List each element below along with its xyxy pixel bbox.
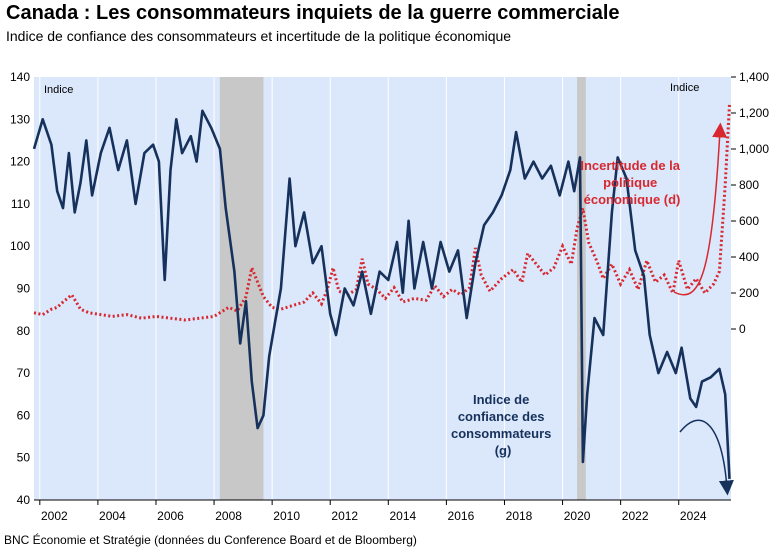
left-axis-label: Indice (44, 84, 73, 96)
confidence-series-line (32, 109, 731, 479)
plot-background (34, 77, 731, 500)
x-tick-label: 2008 (215, 509, 242, 523)
x-tick-label: 2014 (389, 509, 416, 523)
right-axis-label: Indice (670, 82, 699, 94)
left-y-tick-label: 110 (11, 197, 30, 211)
confidence-trend-arrow (679, 419, 734, 496)
chart-title: Canada : Les consommateurs inquiets de l… (6, 2, 620, 24)
uncertainty-annotation: Incertitude de la politique économique (… (580, 158, 683, 207)
uncertainty-annotation-line-3: économique (d) (584, 192, 681, 207)
confidence-annotation-line-1: Indice de (473, 392, 529, 407)
x-tick-label: 2012 (331, 509, 358, 523)
x-tick-label: 2024 (680, 509, 707, 523)
confidence-annotation-line-4: (g) (495, 443, 512, 458)
left-y-tick-label: 120 (10, 155, 30, 169)
right-y-tick-label: 200 (739, 286, 759, 300)
right-y-tick-label: 1,200 (739, 106, 769, 120)
x-tick-label: 2006 (157, 509, 184, 523)
left-y-tick-label: 40 (17, 493, 31, 507)
left-y-tick-label: 60 (17, 408, 31, 422)
uncertainty-annotation-line-2: politique (603, 175, 657, 190)
chart-subtitle: Indice de confiance des consommateurs et… (6, 28, 512, 44)
confidence-annotation: Indice de confiance des consommateurs (g… (451, 392, 555, 458)
x-tick-label: 2018 (506, 509, 533, 523)
confidence-annotation-line-3: consommateurs (451, 426, 551, 441)
left-y-tick-label: 100 (10, 239, 30, 253)
right-y-tick-label: 800 (739, 178, 759, 192)
source-note: BNC Économie et Stratégie (données du Co… (4, 533, 417, 547)
uncertainty-series-line (33, 103, 731, 322)
right-y-tick-label: 1,400 (739, 70, 769, 84)
left-y-tick-label: 140 (10, 70, 30, 84)
x-tick-label: 2022 (622, 509, 649, 523)
x-tick-label: 2016 (448, 509, 475, 523)
x-tick-label: 2010 (273, 509, 300, 523)
left-y-tick-label: 130 (10, 112, 30, 126)
left-y-tick-label: 70 (17, 366, 31, 380)
left-y-tick-label: 80 (17, 324, 31, 338)
x-tick-label: 2004 (99, 509, 126, 523)
uncertainty-annotation-line-1: Incertitude de la (580, 158, 680, 173)
right-y-tick-label: 0 (739, 322, 746, 336)
x-tick-label: 2002 (41, 509, 68, 523)
uncertainty-trend-arrow (673, 122, 728, 296)
right-y-tick-label: 1,000 (739, 142, 769, 156)
recession-shade-1 (219, 77, 264, 500)
right-y-tick-label: 600 (739, 214, 759, 228)
x-tick-label: 2020 (564, 509, 591, 523)
confidence-annotation-line-2: confiance des (458, 409, 545, 424)
left-y-tick-label: 90 (17, 282, 31, 296)
left-y-tick-label: 50 (17, 451, 31, 465)
right-y-tick-label: 400 (739, 250, 759, 264)
